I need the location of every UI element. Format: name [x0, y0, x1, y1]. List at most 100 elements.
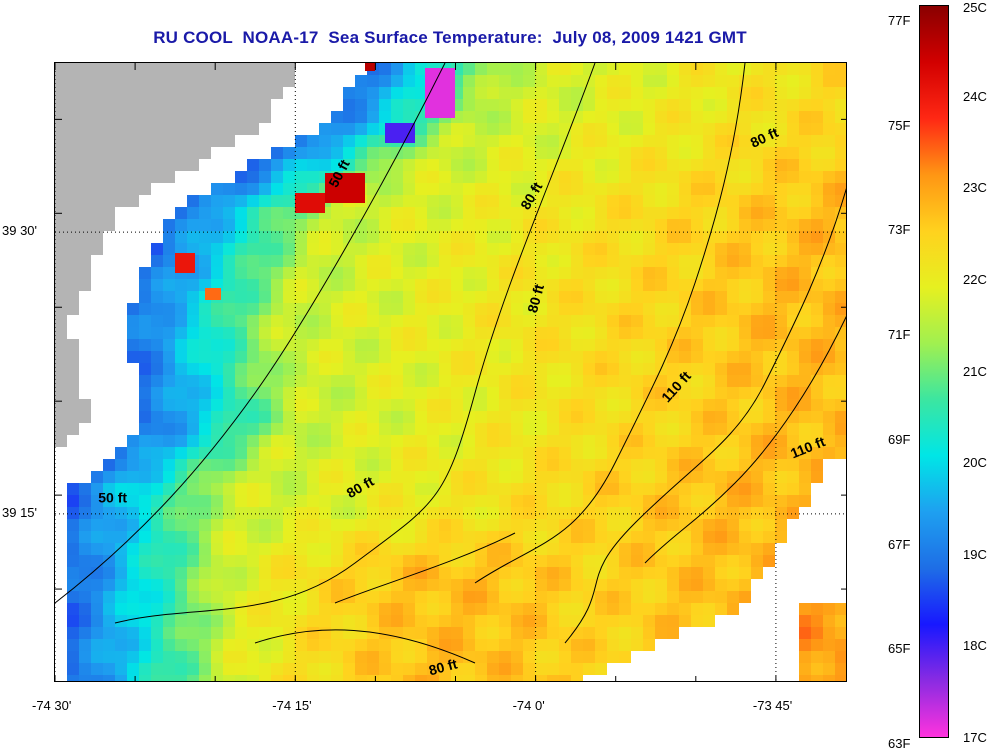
cloud-cell — [691, 651, 703, 663]
sst-cell — [835, 411, 846, 423]
sst-cell — [67, 579, 79, 591]
sst-cell — [631, 519, 643, 531]
sst-cell — [571, 195, 583, 207]
sst-cell — [283, 183, 295, 195]
sst-cell — [79, 627, 91, 639]
sst-cell — [679, 507, 691, 519]
land-cell — [127, 75, 139, 87]
sst-cell — [499, 339, 511, 351]
sst-cell — [151, 615, 163, 627]
cloud-cell — [823, 495, 835, 507]
sst-cell — [667, 471, 679, 483]
sst-cell — [235, 543, 247, 555]
sst-cell — [559, 75, 571, 87]
cloud-cell — [103, 231, 115, 243]
sst-cell — [475, 291, 487, 303]
cloud-cell — [751, 603, 763, 615]
sst-cell — [379, 603, 391, 615]
sst-cell — [475, 327, 487, 339]
sst-cell — [583, 615, 595, 627]
land-cell — [55, 231, 67, 243]
sst-cell — [787, 339, 799, 351]
sst-cell — [319, 567, 331, 579]
sst-cell — [703, 63, 715, 75]
cloud-cell — [727, 639, 739, 651]
sst-cell — [547, 579, 559, 591]
sst-cell — [463, 147, 475, 159]
sst-cell — [823, 423, 835, 435]
sst-cell — [763, 195, 775, 207]
sst-cell — [619, 123, 631, 135]
sst-cell — [739, 207, 751, 219]
sst-cell — [835, 135, 846, 147]
sst-cell — [703, 435, 715, 447]
sst-anomaly-patch — [325, 173, 365, 203]
cloud-cell — [631, 675, 643, 681]
sst-cell — [511, 231, 523, 243]
sst-cell — [235, 327, 247, 339]
sst-cell — [799, 99, 811, 111]
sst-cell — [379, 411, 391, 423]
sst-cell — [715, 459, 727, 471]
sst-cell — [91, 627, 103, 639]
land-cell — [199, 147, 211, 159]
land-cell — [199, 63, 211, 75]
sst-cell — [787, 231, 799, 243]
sst-cell — [667, 195, 679, 207]
sst-cell — [487, 291, 499, 303]
sst-cell — [499, 627, 511, 639]
land-cell — [55, 279, 67, 291]
sst-cell — [691, 363, 703, 375]
sst-cell — [475, 579, 487, 591]
sst-cell — [295, 435, 307, 447]
sst-cell — [259, 315, 271, 327]
sst-cell — [271, 435, 283, 447]
sst-cell — [187, 651, 199, 663]
sst-cell — [151, 675, 163, 681]
sst-cell — [427, 135, 439, 147]
sst-cell — [499, 387, 511, 399]
sst-cell — [751, 207, 763, 219]
sst-cell — [403, 339, 415, 351]
sst-cell — [727, 327, 739, 339]
sst-cell — [571, 603, 583, 615]
sst-cell — [727, 255, 739, 267]
sst-cell — [703, 399, 715, 411]
sst-cell — [631, 615, 643, 627]
sst-cell — [631, 231, 643, 243]
sst-cell — [475, 351, 487, 363]
land-cell — [187, 147, 199, 159]
sst-cell — [499, 75, 511, 87]
sst-cell — [583, 87, 595, 99]
cloud-cell — [319, 63, 331, 75]
sst-cell — [475, 399, 487, 411]
sst-cell — [487, 615, 499, 627]
sst-cell — [547, 663, 559, 675]
cloud-cell — [55, 507, 67, 519]
sst-cell — [367, 603, 379, 615]
sst-cell — [475, 411, 487, 423]
sst-cell — [163, 519, 175, 531]
sst-cell — [799, 63, 811, 75]
cloud-cell — [787, 675, 799, 681]
sst-cell — [739, 147, 751, 159]
sst-cell — [427, 207, 439, 219]
land-cell — [199, 87, 211, 99]
sst-cell — [547, 411, 559, 423]
sst-cell — [331, 291, 343, 303]
sst-cell — [751, 483, 763, 495]
cloud-cell — [823, 483, 835, 495]
sst-cell — [235, 219, 247, 231]
sst-cell — [655, 147, 667, 159]
sst-cell — [295, 543, 307, 555]
sst-cell — [559, 519, 571, 531]
sst-cell — [415, 447, 427, 459]
cloud-cell — [763, 627, 775, 639]
sst-cell — [547, 387, 559, 399]
sst-cell — [559, 207, 571, 219]
sst-cell — [295, 231, 307, 243]
sst-cell — [235, 483, 247, 495]
sst-cell — [643, 291, 655, 303]
sst-cell — [367, 327, 379, 339]
sst-cell — [811, 615, 823, 627]
